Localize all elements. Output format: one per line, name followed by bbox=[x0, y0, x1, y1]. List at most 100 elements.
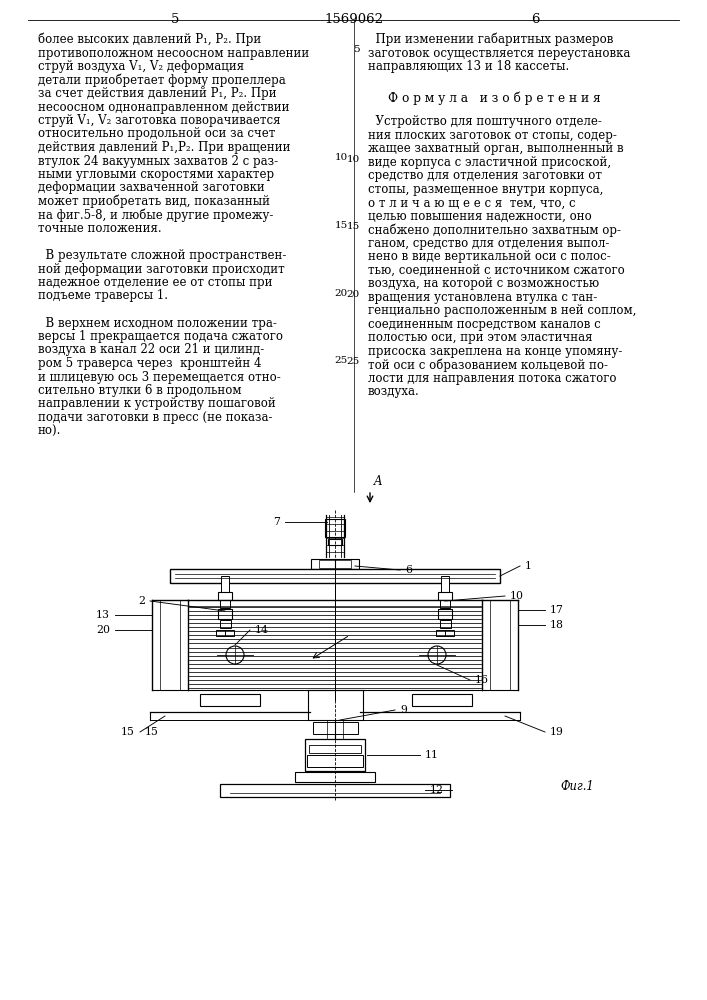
Text: надежное отделение ее от стопы при: надежное отделение ее от стопы при bbox=[38, 276, 272, 289]
Text: В результате сложной пространствен-: В результате сложной пространствен- bbox=[38, 249, 286, 262]
Text: действия давлений P₁,P₂. При вращении: действия давлений P₁,P₂. При вращении bbox=[38, 141, 291, 154]
Bar bbox=[436, 630, 454, 636]
Text: на фиг.5-8, и любые другие промежу-: на фиг.5-8, и любые другие промежу- bbox=[38, 209, 274, 222]
Text: деформации захваченной заготовки: деформации захваченной заготовки bbox=[38, 182, 264, 194]
Text: струй V₁, V₂ заготовка поворачивается: струй V₁, V₂ заготовка поворачивается bbox=[38, 114, 281, 127]
Text: за счет действия давлений P₁, P₂. При: за счет действия давлений P₁, P₂. При bbox=[38, 87, 276, 100]
Text: детали приобретает форму пропеллера: детали приобретает форму пропеллера bbox=[38, 74, 286, 87]
Text: жащее захватный орган, выполненный в: жащее захватный орган, выполненный в bbox=[368, 142, 624, 155]
Bar bbox=[440, 620, 450, 628]
Text: присоска закреплена на конце упомяну-: присоска закреплена на конце упомяну- bbox=[368, 345, 622, 358]
Text: но).: но). bbox=[38, 424, 62, 438]
Text: полостью оси, при этом эластичная: полостью оси, при этом эластичная bbox=[368, 331, 592, 344]
Text: 20: 20 bbox=[96, 625, 110, 635]
Bar bbox=[305, 739, 365, 771]
Text: ной деформации заготовки происходит: ной деформации заготовки происходит bbox=[38, 262, 285, 275]
Text: ния плоских заготовок от стопы, содер-: ния плоских заготовок от стопы, содер- bbox=[368, 129, 617, 142]
Bar bbox=[221, 576, 229, 592]
Text: 15: 15 bbox=[346, 222, 360, 231]
Bar bbox=[220, 784, 450, 796]
Bar bbox=[218, 592, 232, 600]
Text: подачи заготовки в пресс (не показа-: подачи заготовки в пресс (не показа- bbox=[38, 411, 272, 424]
Text: точные положения.: точные положения. bbox=[38, 222, 162, 235]
Text: противоположном несоосном направлении: противоположном несоосном направлении bbox=[38, 46, 309, 60]
Text: направляющих 13 и 18 кассеты.: направляющих 13 и 18 кассеты. bbox=[368, 60, 569, 73]
Text: несоосном однонаправленном действии: несоосном однонаправленном действии bbox=[38, 101, 289, 113]
Text: Устройство для поштучного отделе-: Устройство для поштучного отделе- bbox=[368, 115, 602, 128]
Bar bbox=[412, 694, 472, 706]
Text: заготовок осуществляется переустановка: заготовок осуществляется переустановка bbox=[368, 46, 631, 60]
Bar bbox=[200, 694, 260, 706]
Text: 15: 15 bbox=[334, 221, 348, 230]
Text: направлении к устройству пошаговой: направлении к устройству пошаговой bbox=[38, 397, 276, 410]
Bar bbox=[311, 559, 359, 569]
Text: 6: 6 bbox=[405, 565, 412, 575]
Text: нено в виде вертикальной оси с полос-: нено в виде вертикальной оси с полос- bbox=[368, 250, 611, 263]
Text: может приобретать вид, показанный: может приобретать вид, показанный bbox=[38, 195, 270, 209]
Text: 20: 20 bbox=[346, 290, 360, 299]
Text: тью, соединенной с источником сжатого: тью, соединенной с источником сжатого bbox=[368, 264, 625, 277]
Text: 12: 12 bbox=[430, 785, 444, 795]
Bar bbox=[441, 576, 449, 592]
Text: снабжено дополнительно захватным ор-: снабжено дополнительно захватным ор- bbox=[368, 223, 621, 237]
Text: о т л и ч а ю щ е е с я  тем, что, с: о т л и ч а ю щ е е с я тем, что, с bbox=[368, 196, 575, 209]
Text: втулок 24 вакуумных захватов 2 с раз-: втулок 24 вакуумных захватов 2 с раз- bbox=[38, 154, 278, 167]
Bar bbox=[328, 539, 342, 545]
Text: сительно втулки 6 в продольном: сительно втулки 6 в продольном bbox=[38, 384, 242, 397]
Text: целью повышения надежности, оно: целью повышения надежности, оно bbox=[368, 210, 592, 223]
Text: струй воздуха V₁, V₂ деформация: струй воздуха V₁, V₂ деформация bbox=[38, 60, 244, 73]
Text: подъеме траверсы 1.: подъеме траверсы 1. bbox=[38, 290, 168, 302]
Bar bbox=[312, 722, 358, 734]
Bar bbox=[440, 600, 450, 608]
Text: ганом, средство для отделения выпол-: ганом, средство для отделения выпол- bbox=[368, 237, 609, 250]
Text: Фиг.1: Фиг.1 bbox=[560, 780, 594, 794]
Text: 1569062: 1569062 bbox=[325, 13, 383, 26]
Text: A: A bbox=[374, 475, 382, 488]
Bar bbox=[218, 609, 232, 619]
Text: 15: 15 bbox=[145, 727, 159, 737]
Text: 10: 10 bbox=[346, 155, 360, 164]
Bar bbox=[170, 569, 500, 583]
Text: Ф о р м у л а   и з о б р е т е н и я: Ф о р м у л а и з о б р е т е н и я bbox=[388, 91, 601, 105]
Text: 20: 20 bbox=[334, 288, 348, 298]
Bar bbox=[295, 772, 375, 782]
Text: 15: 15 bbox=[121, 727, 135, 737]
Text: При изменении габаритных размеров: При изменении габаритных размеров bbox=[368, 33, 614, 46]
Text: стопы, размещенное внутри корпуса,: стопы, размещенное внутри корпуса, bbox=[368, 183, 603, 196]
Text: 17: 17 bbox=[550, 605, 564, 615]
Text: 1: 1 bbox=[525, 561, 532, 571]
Text: виде корпуса с эластичной присоской,: виде корпуса с эластичной присоской, bbox=[368, 156, 611, 169]
Text: 18: 18 bbox=[550, 620, 564, 630]
Text: 25: 25 bbox=[346, 357, 360, 366]
Bar bbox=[319, 560, 351, 568]
Bar bbox=[309, 745, 361, 753]
Text: 10: 10 bbox=[334, 153, 348, 162]
Bar bbox=[216, 630, 234, 636]
Text: 16: 16 bbox=[475, 675, 489, 685]
Bar bbox=[438, 592, 452, 600]
Text: 14: 14 bbox=[255, 625, 269, 635]
Bar bbox=[220, 600, 230, 608]
Bar bbox=[219, 620, 230, 628]
Text: генциально расположенным в ней соплом,: генциально расположенным в ней соплом, bbox=[368, 304, 636, 317]
Text: версы 1 прекращается подача сжатого: версы 1 прекращается подача сжатого bbox=[38, 330, 283, 343]
Text: 13: 13 bbox=[96, 610, 110, 620]
Text: 9: 9 bbox=[400, 705, 407, 715]
Text: 5: 5 bbox=[171, 13, 179, 26]
Text: 6: 6 bbox=[531, 13, 539, 26]
Text: соединенным посредством каналов с: соединенным посредством каналов с bbox=[368, 318, 601, 331]
Text: воздуха, на которой с возможностью: воздуха, на которой с возможностью bbox=[368, 277, 599, 290]
Text: лости для направления потока сжатого: лости для направления потока сжатого bbox=[368, 372, 617, 385]
Bar bbox=[325, 519, 345, 537]
Text: ром 5 траверса через  кронштейн 4: ром 5 траверса через кронштейн 4 bbox=[38, 357, 262, 370]
Text: воздуха в канал 22 оси 21 и цилинд-: воздуха в канал 22 оси 21 и цилинд- bbox=[38, 344, 264, 357]
Text: воздуха.: воздуха. bbox=[368, 385, 420, 398]
Text: вращения установлена втулка с тан-: вращения установлена втулка с тан- bbox=[368, 291, 597, 304]
Bar bbox=[438, 609, 452, 619]
Text: В верхнем исходном положении тра-: В верхнем исходном положении тра- bbox=[38, 316, 277, 330]
Text: более высоких давлений P₁, P₂. При: более высоких давлений P₁, P₂. При bbox=[38, 33, 262, 46]
Text: 11: 11 bbox=[425, 750, 439, 760]
Text: 25: 25 bbox=[334, 356, 348, 365]
Text: 7: 7 bbox=[273, 517, 280, 527]
Text: 10: 10 bbox=[510, 591, 524, 601]
